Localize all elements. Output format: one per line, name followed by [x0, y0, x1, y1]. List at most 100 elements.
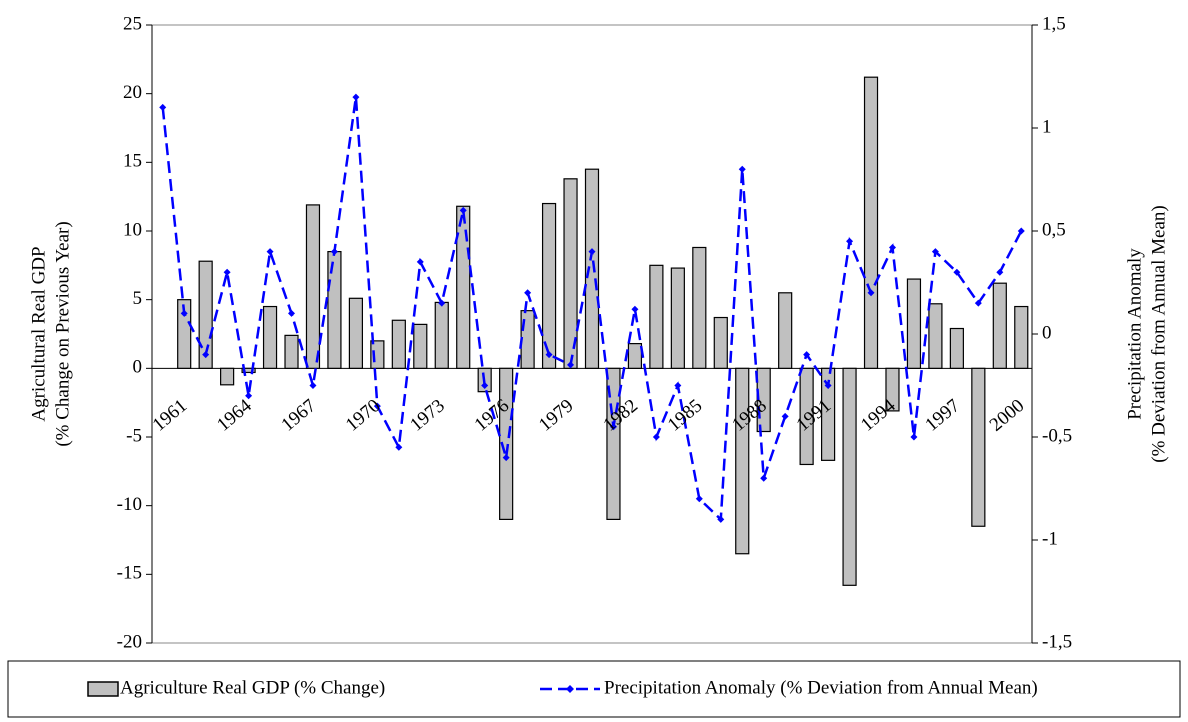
- y2-tick-label: 0,5: [1042, 219, 1066, 240]
- y-tick-label: 0: [133, 357, 143, 378]
- x-tick-label: 1997: [921, 395, 964, 436]
- marker: [867, 289, 875, 297]
- marker: [309, 382, 317, 389]
- bar: [692, 246, 707, 369]
- bar: [220, 367, 235, 386]
- y-tick-label: 20: [123, 82, 142, 103]
- marker: [330, 248, 338, 256]
- bar: [670, 267, 685, 369]
- y2-tick-label: 1,5: [1042, 13, 1066, 34]
- marker: [266, 248, 274, 256]
- marker: [953, 268, 961, 276]
- bar: [949, 327, 964, 369]
- legend-swatch: [87, 681, 119, 697]
- marker: [588, 248, 596, 256]
- bar: [391, 319, 406, 369]
- bar: [799, 367, 814, 466]
- y-tick-label: 25: [123, 13, 142, 34]
- marker: [416, 258, 424, 266]
- y2-tick-label: 1: [1042, 116, 1052, 137]
- marker: [738, 165, 746, 173]
- marker: [1017, 227, 1025, 235]
- bar: [627, 343, 643, 369]
- marker: [888, 243, 896, 251]
- legend-swatch: [566, 685, 574, 693]
- bar: [928, 303, 943, 369]
- bar: [863, 76, 879, 369]
- marker: [760, 474, 768, 482]
- x-tick-label: 1970: [342, 395, 385, 436]
- marker: [438, 299, 446, 307]
- marker: [288, 309, 296, 317]
- y-axis-title: Agricultural Real GDP: [28, 246, 49, 421]
- marker: [502, 454, 510, 462]
- y-tick-label: -5: [126, 425, 142, 446]
- bar: [906, 278, 922, 369]
- y-tick-label: 5: [133, 288, 143, 309]
- y2-axis-title: Precipitation Anomaly: [1124, 248, 1145, 420]
- x-tick-label: 1961: [149, 395, 192, 436]
- bar: [885, 367, 900, 412]
- bar: [971, 367, 986, 527]
- marker: [223, 268, 231, 276]
- bar: [778, 292, 793, 369]
- bar: [649, 264, 664, 369]
- marker: [931, 248, 939, 256]
- marker: [652, 433, 660, 441]
- bar: [456, 205, 471, 369]
- marker: [567, 361, 575, 369]
- bar: [434, 301, 449, 369]
- bar: [177, 299, 192, 369]
- marker: [717, 515, 725, 523]
- y2-tick-label: -1,5: [1042, 631, 1072, 652]
- bar: [499, 367, 514, 521]
- marker: [202, 351, 210, 359]
- x-tick-label: 1967: [277, 395, 320, 436]
- marker: [803, 351, 811, 359]
- y-tick-label: -15: [117, 563, 142, 584]
- bar: [992, 282, 1007, 369]
- bar: [284, 334, 299, 369]
- x-tick-label: 1964: [213, 395, 256, 436]
- marker: [846, 237, 854, 245]
- y2-axis-title: (% Deviation from Annual Mean): [1148, 205, 1169, 462]
- bar: [262, 305, 278, 369]
- bar: [327, 251, 342, 369]
- y-tick-label: 10: [123, 219, 142, 240]
- bar: [584, 168, 600, 369]
- y-tick-label: 15: [123, 151, 142, 172]
- x-tick-label: 2000: [986, 395, 1029, 436]
- y-tick-label: -20: [117, 631, 142, 652]
- marker: [545, 351, 553, 359]
- legend-label: Precipitation Anomaly (% Deviation from …: [604, 677, 1038, 698]
- marker: [695, 495, 703, 503]
- y2-tick-label: 0: [1042, 322, 1052, 343]
- bar: [348, 297, 364, 369]
- legend: [7, 660, 1181, 718]
- marker: [910, 433, 918, 441]
- marker: [974, 299, 982, 307]
- marker: [674, 382, 682, 389]
- y2-tick-label: -0,5: [1042, 425, 1072, 446]
- legend-label: Agriculture Real GDP (% Change): [120, 677, 385, 698]
- marker: [781, 412, 789, 420]
- y2-tick-label: -1: [1042, 528, 1058, 549]
- bar: [842, 367, 857, 586]
- marker: [609, 423, 617, 431]
- x-tick-label: 1979: [535, 395, 578, 436]
- bar: [413, 323, 428, 369]
- x-tick-label: 1982: [599, 395, 642, 436]
- marker: [180, 309, 188, 317]
- x-tick-label: 1973: [406, 395, 449, 436]
- bar: [713, 316, 728, 369]
- y-axis-title: (% Change on Previous Year): [52, 221, 73, 446]
- marker: [824, 382, 832, 389]
- bar: [305, 204, 321, 369]
- bar: [541, 202, 557, 369]
- bar: [198, 260, 213, 369]
- marker: [352, 93, 360, 101]
- bar: [820, 367, 836, 461]
- marker: [524, 289, 532, 297]
- marker: [996, 268, 1004, 276]
